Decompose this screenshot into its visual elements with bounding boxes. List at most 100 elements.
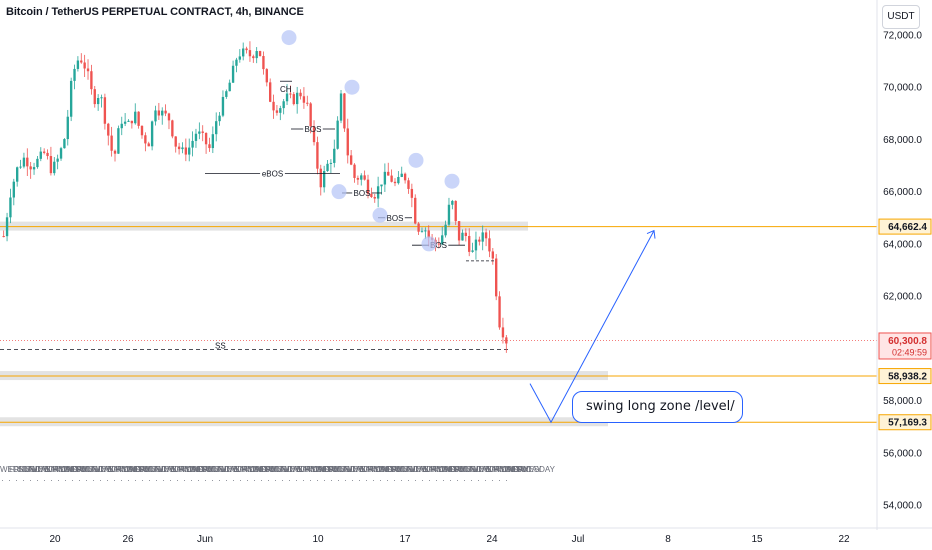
day-dot (380, 480, 381, 481)
day-label: MONDAY (117, 465, 152, 474)
day-label: WEDNESDAY (63, 465, 115, 474)
day-dot (114, 480, 115, 481)
day-label: WEDNESDAY (0, 465, 52, 474)
day-dot (366, 480, 367, 481)
x-tick-label: 22 (838, 534, 850, 545)
swing-marker (408, 152, 424, 168)
candle-body (248, 50, 252, 57)
candle-body (86, 68, 90, 72)
day-dot (170, 480, 171, 481)
currency-button[interactable]: USDT (882, 5, 920, 29)
swing-marker (444, 173, 460, 189)
day-dot (37, 480, 38, 481)
day-dot (254, 480, 255, 481)
day-dot (58, 480, 59, 481)
candle-body (208, 144, 211, 149)
day-dot (107, 480, 108, 481)
y-tick-label: 72,000.0 (883, 31, 922, 42)
day-label: FRIDAY (135, 465, 164, 474)
day-label: SATURDAY (234, 465, 277, 474)
day-dot (93, 480, 94, 481)
candle-body (73, 68, 76, 81)
day-dot (30, 480, 31, 481)
candle-body (140, 125, 144, 136)
candle-body (90, 71, 93, 90)
day-dot (478, 480, 479, 481)
day-label: FRIDAY (72, 465, 101, 474)
day-label: SATURDAY (108, 465, 151, 474)
day-dot (401, 480, 402, 481)
day-dot (289, 480, 290, 481)
x-tick-label: Jul (572, 534, 585, 545)
y-tick-label: 62,000.0 (883, 292, 922, 303)
day-label: MONDAY (432, 465, 467, 474)
candle-body (306, 102, 309, 104)
bos-label: BOS (354, 189, 371, 198)
level-tag-label-1: 58,938.2 (888, 372, 927, 383)
candle-body (471, 250, 474, 252)
candle-body (299, 92, 302, 97)
candle-body (9, 197, 12, 218)
day-label: THURSDAY (162, 465, 206, 474)
candle-body (76, 60, 80, 69)
day-label: FRIDAY (198, 465, 227, 474)
candle-body (204, 132, 208, 145)
candle-body (316, 142, 319, 169)
day-dot (65, 480, 66, 481)
x-tick-label: 15 (751, 534, 763, 545)
day-label: WEDNESDAY (378, 465, 430, 474)
candle-body (363, 175, 366, 180)
projection-drawing (529, 229, 656, 424)
day-label: SATURDAY (360, 465, 403, 474)
ss-label: SS (215, 342, 226, 351)
day-label: SATURDAY (45, 465, 88, 474)
day-label: TUESDAY (153, 465, 191, 474)
candle-body (360, 175, 363, 180)
candle-body (387, 171, 390, 176)
candle-body (113, 150, 117, 154)
day-dot (184, 480, 185, 481)
candle-body (157, 110, 161, 116)
day-dot (471, 480, 472, 481)
day-label: WEDNESDAY (189, 465, 241, 474)
x-tick-label: 10 (312, 534, 324, 545)
candle-body (457, 221, 461, 241)
candle-body (444, 224, 447, 236)
candle-body (49, 156, 53, 174)
candle-body (164, 110, 167, 114)
candles (2, 41, 508, 353)
day-label: FRIDAY (450, 465, 479, 474)
level-tag-label-2: 57,169.3 (888, 418, 927, 429)
candle-body (393, 181, 397, 184)
candle-body (144, 135, 147, 144)
day-label: SATURDAY (171, 465, 214, 474)
x-tick-label: 20 (49, 534, 61, 545)
candle-body (407, 180, 410, 189)
day-label: THURSDAY (225, 465, 269, 474)
candle-body (380, 184, 383, 187)
candle-body (93, 89, 96, 105)
day-dot (72, 480, 73, 481)
swing-long-callout: swing long zone /level/ (572, 391, 743, 423)
day-label: THURSDAY (414, 465, 458, 474)
candle-body (198, 131, 201, 134)
day-dot (296, 480, 297, 481)
candle-body (15, 167, 19, 182)
candle-body (110, 135, 113, 151)
day-label: SUNDAY (459, 465, 492, 474)
candle-body (437, 243, 441, 245)
day-dot (345, 480, 346, 481)
day-label: THURSDAY (351, 465, 395, 474)
candle-body (282, 101, 285, 109)
day-dot (499, 480, 500, 481)
candle-body (447, 204, 451, 225)
candle-body (218, 115, 221, 122)
candle-body (424, 230, 427, 232)
candle-body (326, 163, 329, 172)
candle-body (451, 200, 454, 205)
candle-body (370, 193, 373, 197)
candle-body (464, 232, 468, 237)
day-dot (338, 480, 339, 481)
candle-body (285, 93, 289, 102)
